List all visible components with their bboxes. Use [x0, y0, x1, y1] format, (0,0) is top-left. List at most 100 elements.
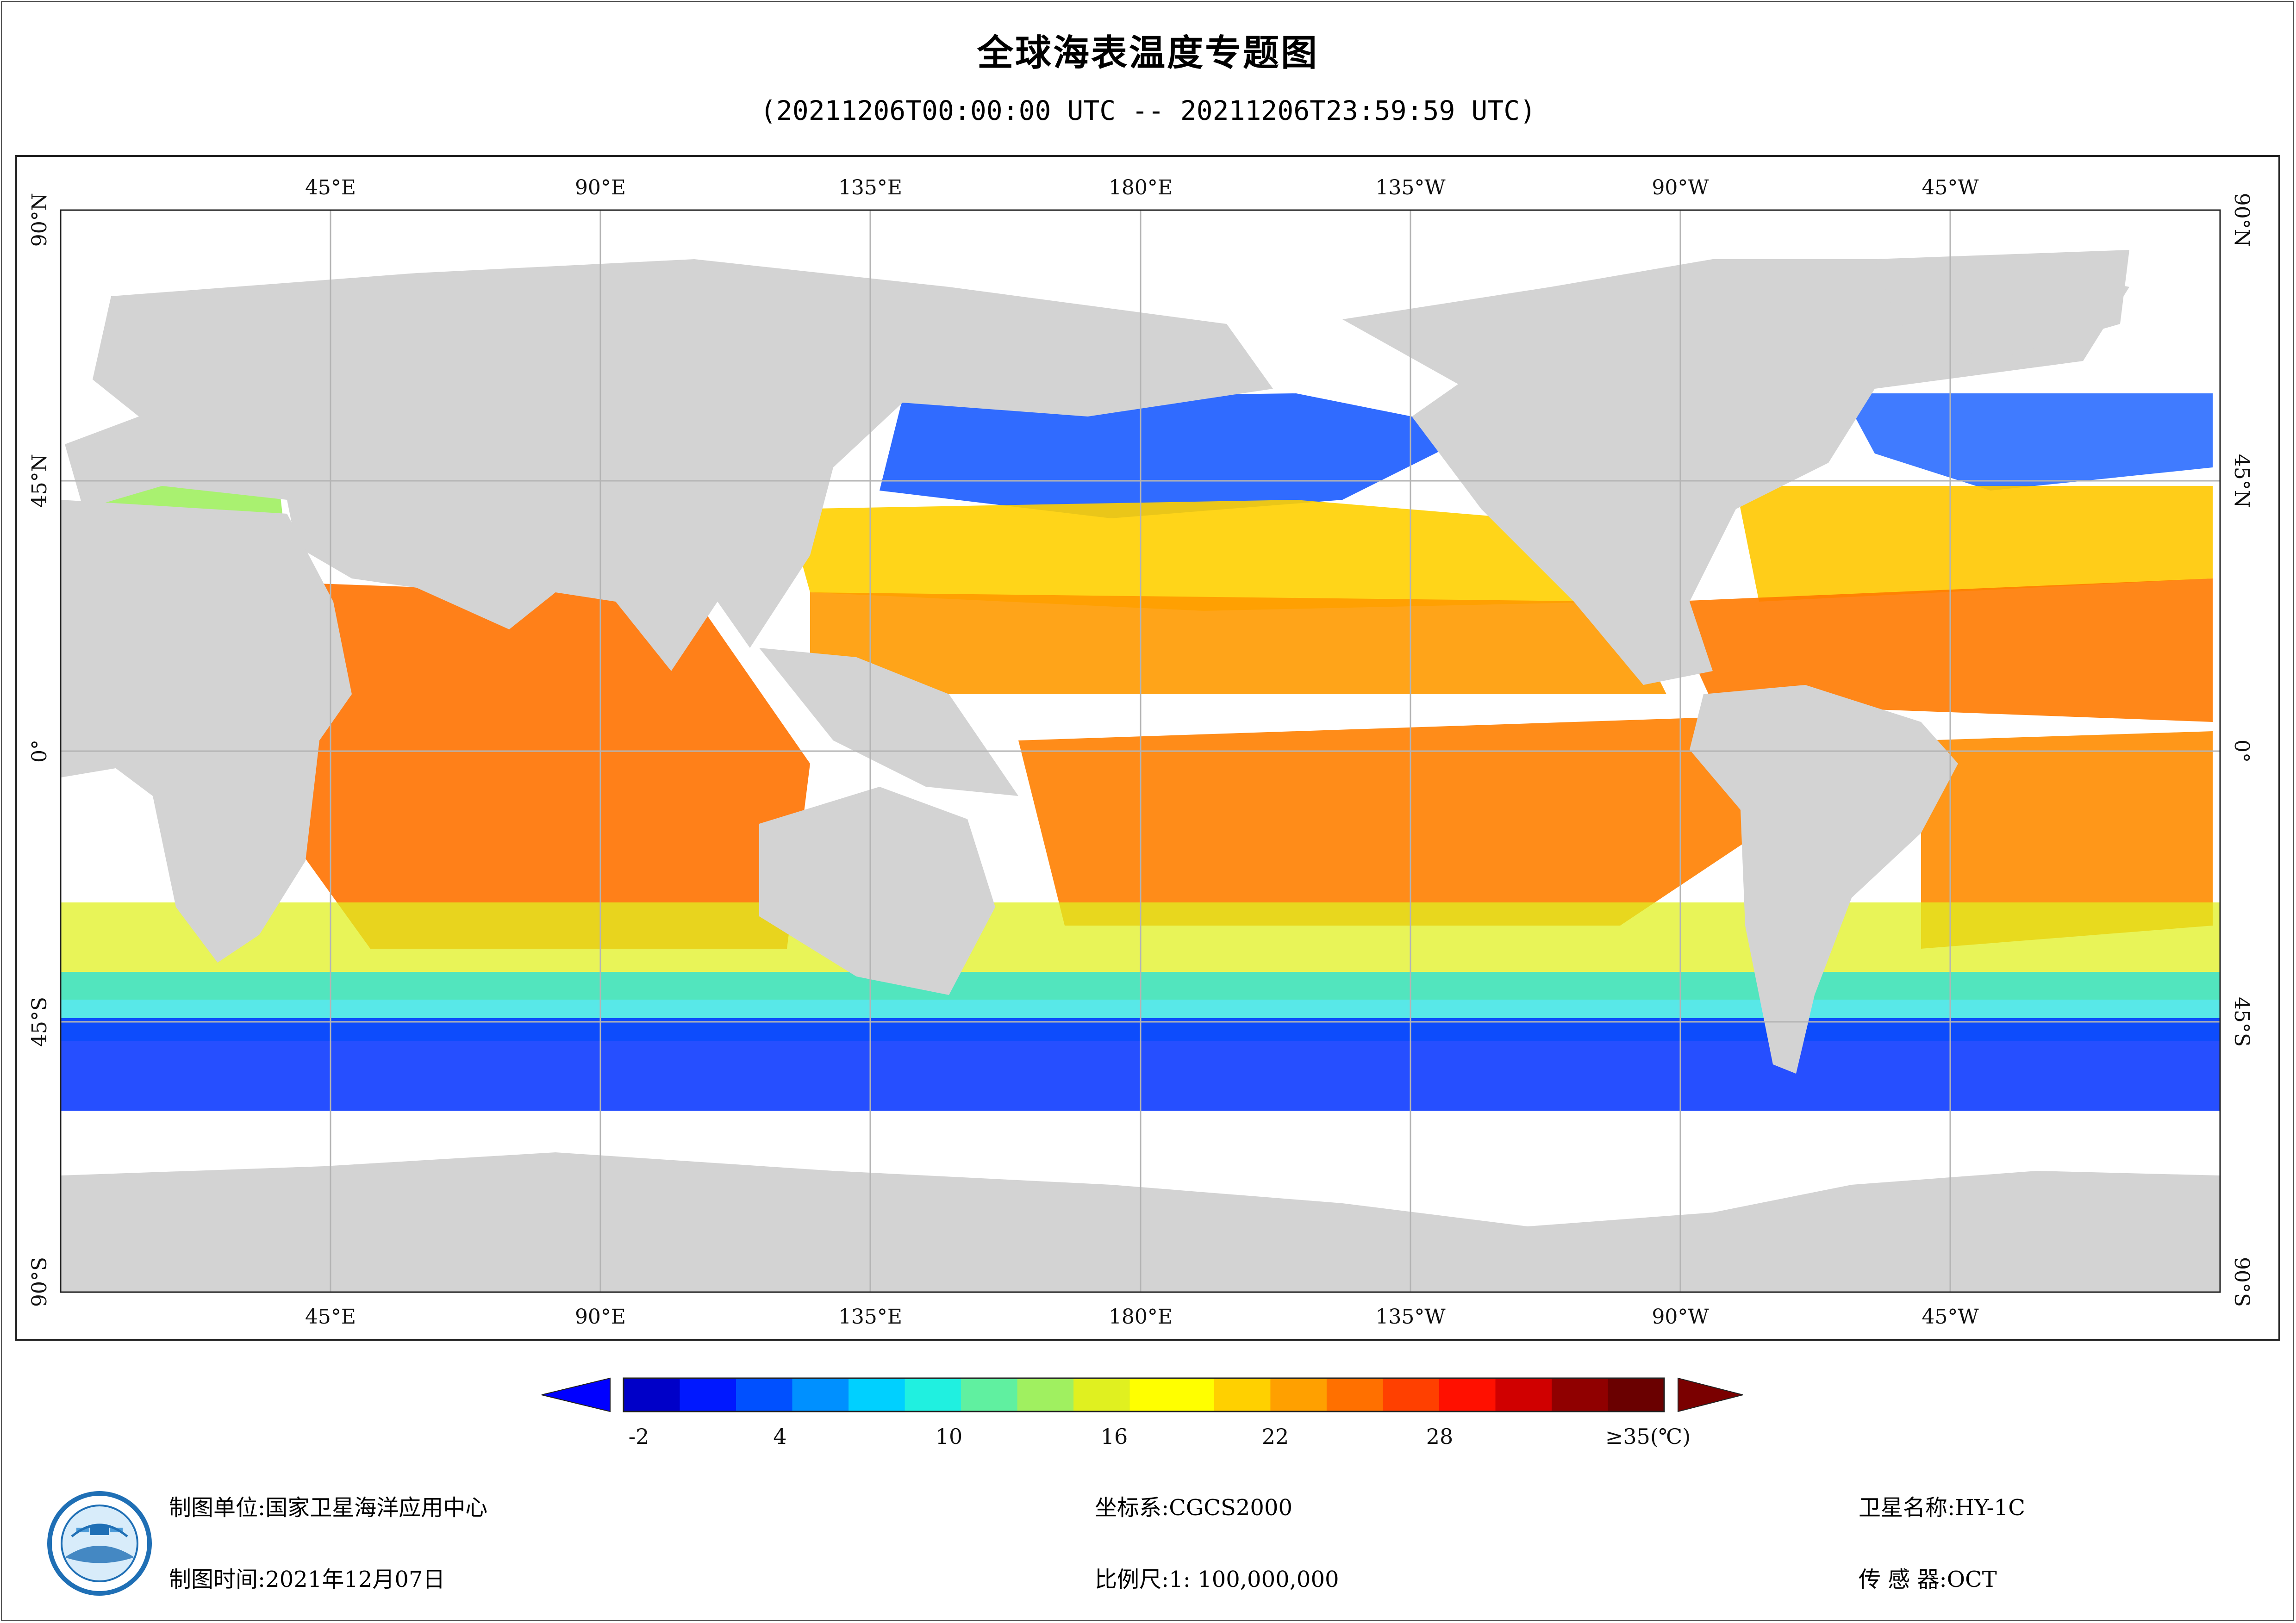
lon-label-top-2: 135°E	[838, 176, 902, 199]
footer-unit-value: 国家卫星海洋应用中心	[265, 1495, 488, 1521]
map-frame	[15, 155, 2280, 1341]
map-subtitle: (20211206T00:00:00 UTC -- 20211206T23:59…	[760, 95, 1536, 126]
colorbar-cell	[1383, 1378, 1411, 1412]
footer-sensor-value: OCT	[1947, 1567, 1997, 1592]
colorbar-cells	[624, 1378, 1665, 1412]
colorbar-label-6: ≥35(℃)	[1605, 1424, 1691, 1449]
land-africa	[61, 500, 352, 963]
colorbar-cell	[1242, 1378, 1271, 1412]
footer-scale-label: 比例尺:	[1095, 1567, 1169, 1592]
colorbar-cell	[1298, 1378, 1327, 1412]
footer-scale: 比例尺:1: 100,000,000	[1095, 1561, 1339, 1593]
footer-time-value: 2021年12月07日	[265, 1567, 445, 1592]
footer-sensor: 传 感 器:OCT	[1859, 1561, 1997, 1593]
lon-labels-bottom: 45°E 90°E 135°E 180°E 135°W 90°W 45°W	[305, 1305, 1979, 1329]
colorbar-outline	[623, 1377, 1665, 1412]
colorbar-cell	[708, 1378, 736, 1412]
graticule	[61, 210, 2220, 1292]
lon-label-top-6: 45°W	[1922, 176, 1979, 199]
colorbar-cell	[989, 1378, 1018, 1412]
footer-time-label: 制图时间:	[169, 1567, 266, 1592]
colorbar-cell	[1495, 1378, 1524, 1412]
sst-north-atlantic-cold	[1842, 393, 2213, 491]
map-title: 全球海表温度专题图	[977, 32, 1319, 74]
colorbar-cell	[849, 1378, 877, 1412]
footer-unit: 制图单位:国家卫星海洋应用中心	[169, 1489, 487, 1522]
land	[61, 250, 2220, 1292]
colorbar-cell	[876, 1378, 905, 1412]
lat-label-right-0: 90°N	[2230, 193, 2253, 247]
lon-labels-top: 45°E 90°E 135°E 180°E 135°W 90°W 45°W	[305, 176, 1979, 199]
footer-satellite-label: 卫星名称:	[1859, 1495, 1955, 1521]
land-eurasia	[65, 259, 1273, 671]
colorbar-cell	[820, 1378, 849, 1412]
colorbar-cell	[1523, 1378, 1552, 1412]
colorbar-cell	[680, 1378, 708, 1412]
colorbar-cell	[1439, 1378, 1468, 1412]
lon-label-bottom-4: 135°W	[1375, 1305, 1446, 1329]
colorbar-cell	[792, 1378, 821, 1412]
colorbar-cell	[764, 1378, 793, 1412]
lat-labels-left: 90°N 45°N 0° 45°S 90°S	[28, 193, 51, 1307]
lon-label-bottom-3: 180°E	[1109, 1305, 1173, 1329]
land-north-america	[1342, 259, 2129, 685]
lon-label-top-0: 45°E	[305, 176, 356, 199]
colorbar-cell	[1552, 1378, 1580, 1412]
sst-indian-ocean	[287, 583, 810, 949]
colorbar-label-0: -2	[629, 1424, 649, 1449]
colorbar-cell	[1017, 1378, 1046, 1412]
lon-label-bottom-1: 90°E	[575, 1305, 626, 1329]
colorbar-label-4: 22	[1262, 1424, 1289, 1449]
colorbar-cell	[1608, 1378, 1636, 1412]
lon-label-top-1: 90°E	[575, 176, 626, 199]
footer-satellite-value: HY-1C	[1955, 1495, 2025, 1521]
colorbar-cell	[1045, 1378, 1074, 1412]
lon-label-top-5: 90°W	[1652, 176, 1709, 199]
colorbar-cell	[1158, 1378, 1186, 1412]
colorbar-cell	[961, 1378, 990, 1412]
lat-label-left-4: 90°S	[28, 1257, 51, 1307]
lon-label-bottom-6: 45°W	[1922, 1305, 1979, 1329]
lat-label-left-1: 45°N	[28, 454, 51, 508]
agency-logo-icon	[47, 1491, 152, 1596]
lon-label-top-3: 180°E	[1109, 176, 1173, 199]
colorbar-cell	[1186, 1378, 1215, 1412]
sst-north-pacific-warm	[810, 592, 1666, 694]
colorbar-cell	[1214, 1378, 1243, 1412]
lat-label-right-3: 45°S	[2230, 997, 2253, 1047]
colorbar-cell	[1129, 1378, 1158, 1412]
footer-crs: 坐标系:CGCS2000	[1095, 1489, 1292, 1522]
lat-labels-right: 90°N 45°N 0° 45°S 90°S	[2230, 193, 2253, 1307]
sst-north-atlantic-mid	[1736, 486, 2213, 602]
colorbar-label-1: 4	[773, 1424, 786, 1449]
lon-label-bottom-2: 135°E	[838, 1305, 902, 1329]
colorbar: -2 4 10 16 22 28 ≥35(℃)	[541, 1377, 1743, 1449]
lat-label-right-1: 45°N	[2230, 454, 2253, 508]
lat-label-right-4: 90°S	[2230, 1257, 2253, 1307]
colorbar-over-arrow	[1678, 1377, 1743, 1412]
colorbar-cell	[1326, 1378, 1355, 1412]
land-australia	[759, 787, 995, 995]
land-south-america	[1690, 685, 1958, 1074]
footer-crs-label: 坐标系:	[1095, 1495, 1169, 1521]
colorbar-cell	[624, 1378, 652, 1412]
colorbar-cell	[1270, 1378, 1299, 1412]
footer-time: 制图时间:2021年12月07日	[169, 1561, 445, 1593]
colorbar-cell	[1579, 1378, 1609, 1412]
colorbar-under-arrow	[541, 1377, 611, 1412]
footer-unit-label: 制图单位:	[169, 1495, 266, 1521]
lat-label-left-2: 0°	[28, 740, 51, 763]
sst-north-pacific-mid	[787, 500, 1620, 611]
lat-label-left-0: 90°N	[28, 193, 51, 247]
colorbar-cell	[933, 1378, 961, 1412]
land-maritime-se-asia	[759, 648, 1018, 796]
lon-label-bottom-5: 90°W	[1652, 1305, 1709, 1329]
colorbar-cell	[1073, 1378, 1102, 1412]
lon-label-bottom-0: 45°E	[305, 1305, 356, 1329]
colorbar-cell	[1636, 1378, 1665, 1412]
footer-sensor-label: 传 感 器:	[1859, 1567, 1947, 1592]
sst-south-atlantic	[1921, 731, 2213, 949]
footer-satellite: 卫星名称:HY-1C	[1859, 1489, 2025, 1522]
